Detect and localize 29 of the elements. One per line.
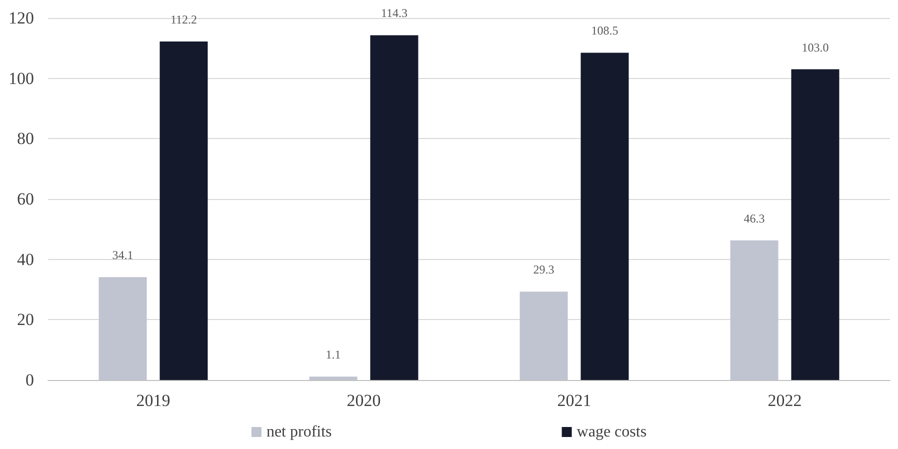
bar — [309, 376, 358, 380]
data-label: 103.0 — [802, 40, 829, 54]
bar — [160, 42, 208, 380]
x-tick-label: 2020 — [346, 391, 381, 410]
data-label: 46.3 — [744, 211, 765, 226]
y-tick-label: 40 — [17, 250, 34, 269]
bar — [370, 35, 418, 380]
data-label: 112.2 — [170, 12, 198, 27]
x-tick-label: 2019 — [136, 391, 170, 410]
bar — [98, 277, 147, 380]
data-label: 114.3 — [380, 6, 408, 20]
legend-label: wage costs — [576, 424, 647, 440]
x-tick-label: 2022 — [768, 391, 802, 410]
bar — [580, 52, 629, 380]
data-label: 1.1 — [326, 348, 341, 362]
y-tick-label: 0 — [26, 370, 34, 390]
y-tick-label: 100 — [8, 68, 34, 88]
bar — [791, 69, 840, 380]
y-tick-label: 120 — [8, 8, 34, 28]
data-label: 108.5 — [591, 24, 618, 38]
bar — [730, 240, 778, 380]
bar — [520, 292, 568, 380]
data-label: 29.3 — [533, 262, 554, 277]
data-label: 34.1 — [112, 248, 134, 262]
y-tick-label: 20 — [17, 310, 34, 330]
y-tick-label: 60 — [17, 190, 34, 208]
y-tick-label: 80 — [17, 129, 34, 148]
legend-label: net profits — [266, 424, 332, 440]
x-tick-label: 2021 — [557, 391, 592, 410]
